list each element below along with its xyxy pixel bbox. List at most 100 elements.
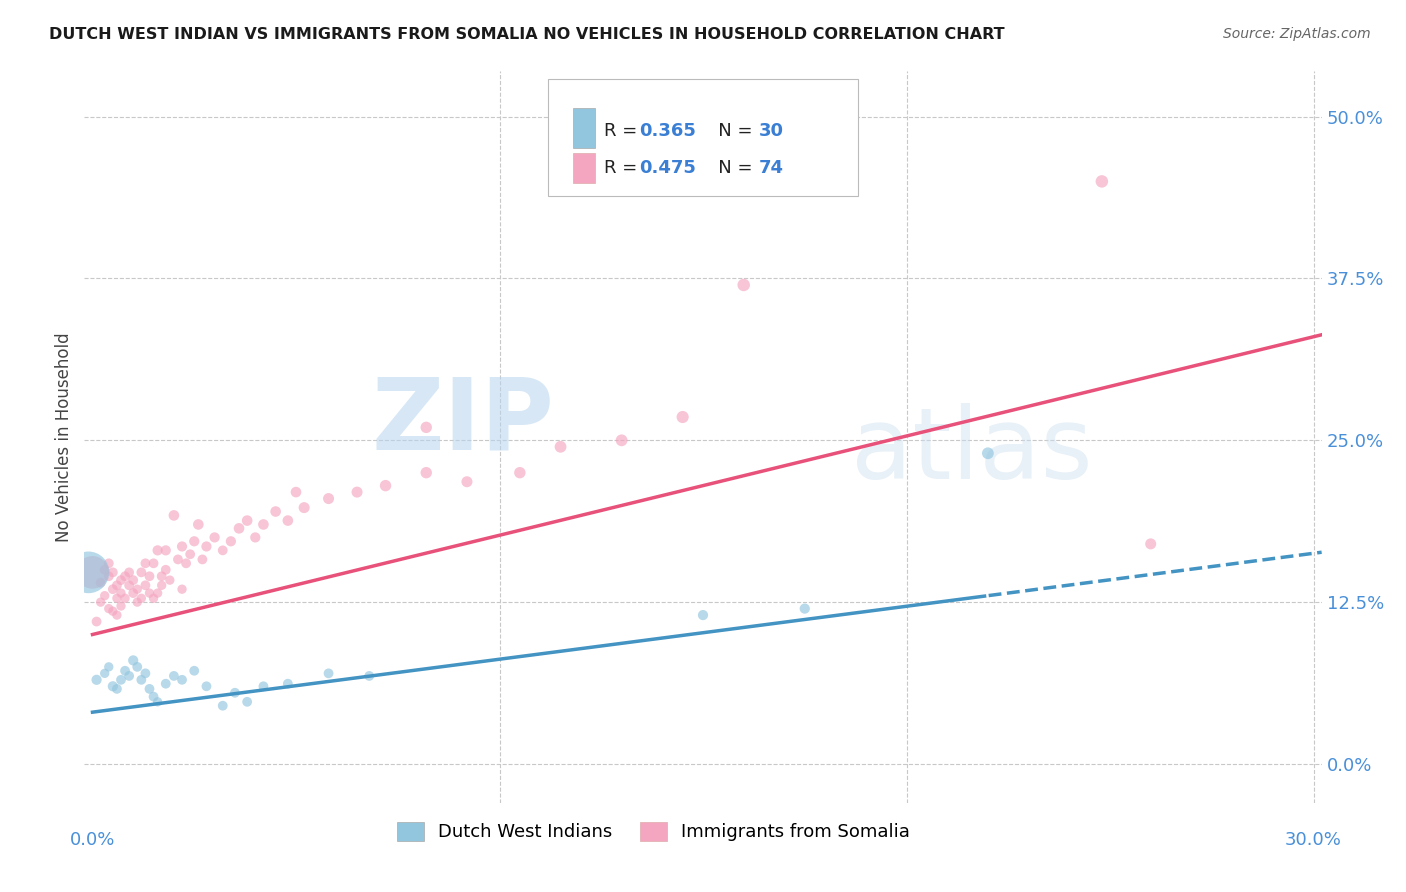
Point <box>97 569 120 583</box>
Point <box>138 586 160 600</box>
Point <box>90 575 112 590</box>
Point <box>692 608 714 623</box>
Point <box>793 601 815 615</box>
Point <box>179 547 201 561</box>
Point <box>318 666 340 681</box>
Point <box>195 540 218 554</box>
Point <box>977 446 1000 460</box>
Point <box>122 653 145 667</box>
Point <box>146 586 169 600</box>
FancyBboxPatch shape <box>574 153 595 183</box>
Point <box>131 566 153 580</box>
Point <box>114 569 136 583</box>
Point <box>150 569 173 583</box>
Point <box>101 582 124 597</box>
Point <box>101 566 124 580</box>
Point <box>155 543 177 558</box>
Point <box>110 599 132 613</box>
Point <box>90 595 112 609</box>
Point <box>110 573 132 587</box>
Point <box>733 277 755 292</box>
Point <box>105 591 128 606</box>
Text: ZIP: ZIP <box>371 374 554 471</box>
FancyBboxPatch shape <box>548 78 858 195</box>
Point <box>1139 537 1161 551</box>
Point <box>127 660 149 674</box>
Point <box>122 573 145 587</box>
Point <box>236 514 259 528</box>
Point <box>163 508 186 523</box>
Point <box>114 591 136 606</box>
Point <box>170 673 193 687</box>
Point <box>146 695 169 709</box>
Text: N =: N = <box>700 159 758 177</box>
Point <box>245 530 267 544</box>
Point <box>456 475 478 489</box>
Text: 30: 30 <box>759 122 783 140</box>
Text: Source: ZipAtlas.com: Source: ZipAtlas.com <box>1223 27 1371 41</box>
Text: atlas: atlas <box>852 403 1092 500</box>
Point <box>82 566 104 580</box>
Text: 0.365: 0.365 <box>638 122 696 140</box>
Point <box>127 582 149 597</box>
Point <box>219 534 242 549</box>
Point <box>346 485 368 500</box>
Point <box>110 673 132 687</box>
Point <box>228 521 250 535</box>
Point <box>187 517 209 532</box>
Point <box>114 664 136 678</box>
Point <box>211 543 233 558</box>
Text: N =: N = <box>700 122 758 140</box>
Text: 0.475: 0.475 <box>638 159 696 177</box>
Point <box>252 679 274 693</box>
Point <box>159 573 181 587</box>
Point <box>118 669 141 683</box>
Point <box>509 466 531 480</box>
Point <box>1091 174 1114 188</box>
Point <box>318 491 340 506</box>
Legend: Dutch West Indians, Immigrants from Somalia: Dutch West Indians, Immigrants from Soma… <box>389 814 917 848</box>
Point <box>183 534 205 549</box>
Point <box>105 681 128 696</box>
Point <box>167 552 190 566</box>
Point <box>105 578 128 592</box>
Point <box>134 578 156 592</box>
Point <box>195 679 218 693</box>
Point <box>183 664 205 678</box>
Point <box>672 410 695 425</box>
Point <box>292 500 315 515</box>
Point <box>150 578 173 592</box>
Point <box>77 566 100 580</box>
FancyBboxPatch shape <box>574 108 595 148</box>
Point <box>155 676 177 690</box>
Point <box>252 517 274 532</box>
Point <box>415 466 437 480</box>
Point <box>138 681 160 696</box>
Point <box>97 601 120 615</box>
Point <box>118 566 141 580</box>
Point <box>97 557 120 571</box>
Point <box>155 563 177 577</box>
Point <box>236 695 259 709</box>
Point <box>134 557 156 571</box>
Text: 74: 74 <box>759 159 783 177</box>
Point <box>359 669 381 683</box>
Point <box>224 686 246 700</box>
Point <box>264 504 287 518</box>
Point <box>170 540 193 554</box>
Point <box>142 557 165 571</box>
Point <box>134 666 156 681</box>
Point <box>163 669 186 683</box>
Text: DUTCH WEST INDIAN VS IMMIGRANTS FROM SOMALIA NO VEHICLES IN HOUSEHOLD CORRELATIO: DUTCH WEST INDIAN VS IMMIGRANTS FROM SOM… <box>49 27 1005 42</box>
Point <box>105 608 128 623</box>
Point <box>170 582 193 597</box>
Point <box>146 543 169 558</box>
Point <box>93 589 115 603</box>
Point <box>191 552 214 566</box>
Point <box>131 591 153 606</box>
Point <box>127 595 149 609</box>
Point <box>86 615 108 629</box>
Text: R =: R = <box>605 122 643 140</box>
Text: 0.0%: 0.0% <box>70 831 115 849</box>
Point <box>97 660 120 674</box>
